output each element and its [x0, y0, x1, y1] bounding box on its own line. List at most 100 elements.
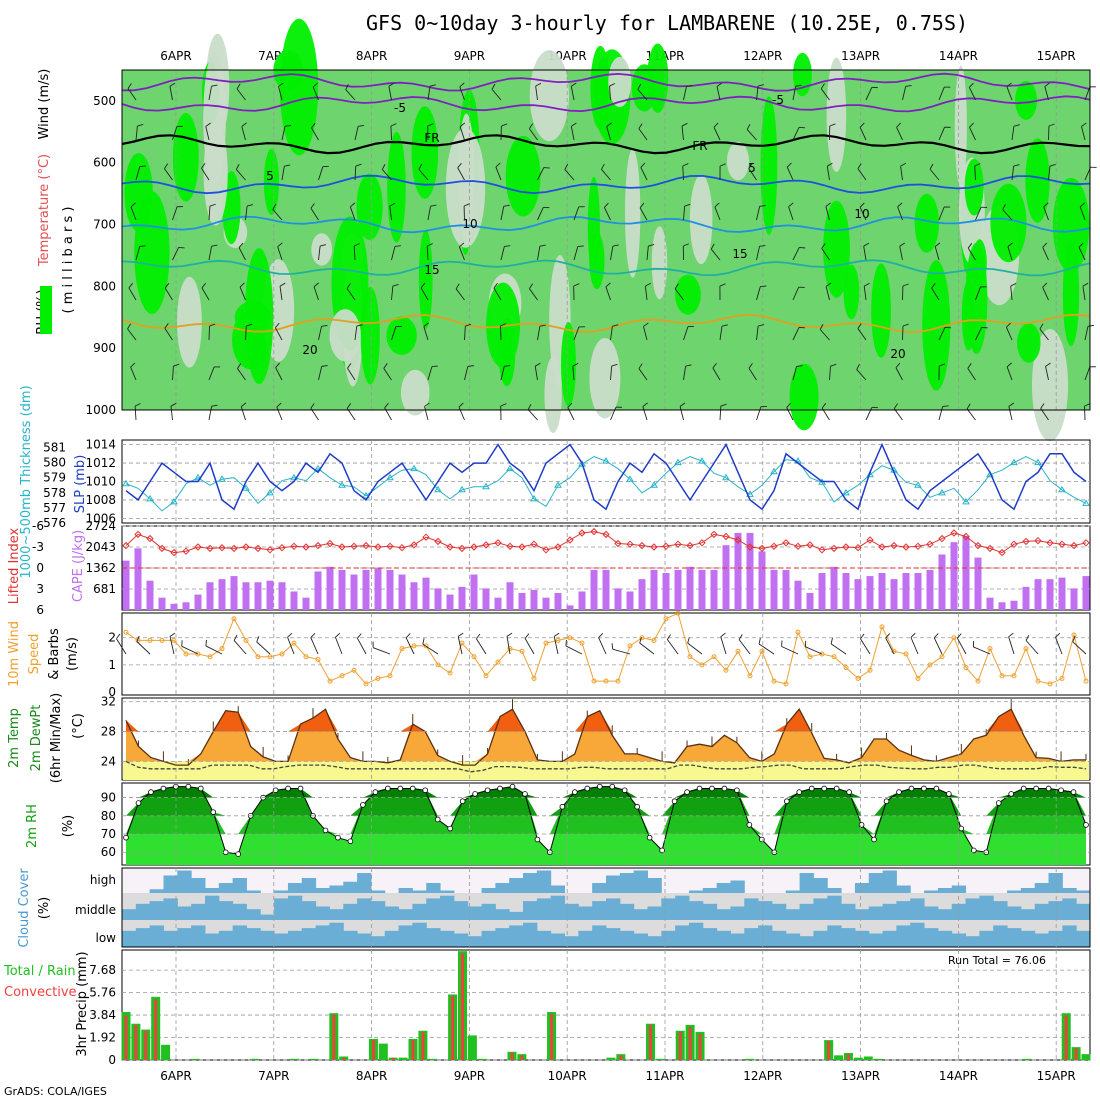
cloud-cover-bar: [357, 898, 372, 920]
wind-barb-flag: [939, 363, 945, 367]
wind-barb: [938, 86, 945, 101]
wind-barb-flag: [137, 124, 144, 127]
thickness-marker: [146, 494, 154, 502]
lifted-index-marker: [122, 541, 130, 550]
pressure-tick-label: 800: [93, 279, 116, 293]
cloud-cover-bar: [882, 870, 897, 893]
cape-bar: [506, 582, 514, 610]
wind-barb-flag: [819, 323, 824, 330]
wind-barb-flag: [611, 643, 614, 650]
wind-barb: [748, 367, 757, 381]
wind-barb-flag: [539, 244, 546, 247]
cloud-cover-bar: [357, 873, 372, 893]
wind-barb-flag: [572, 362, 579, 367]
wind-speed-marker: [879, 624, 885, 630]
lifted-index-marker: [770, 542, 778, 551]
wind-speed-marker: [435, 662, 441, 668]
wind-barb: [201, 167, 210, 181]
rh-marker: [484, 787, 491, 794]
wind-barb: [638, 368, 648, 381]
bottom-date-label: 6APR: [160, 1069, 191, 1083]
wind-speed-marker: [363, 681, 369, 687]
cloud-cover-bar: [1062, 925, 1077, 947]
wind-barb-flag: [1008, 402, 1015, 407]
temp-tick-label: 24: [101, 754, 116, 768]
rh-moist-patch: [843, 264, 860, 320]
wind-barb-flag: [1013, 124, 1020, 127]
rh-marker: [1008, 791, 1014, 797]
precip-convective-bar: [411, 1040, 415, 1060]
cloud-cover-bar: [426, 928, 441, 947]
wind-barb-flag: [274, 322, 280, 328]
rh-marker: [347, 838, 354, 845]
wind-barb: [423, 326, 429, 341]
wind-barb: [1079, 206, 1086, 221]
lifted-index-marker: [254, 544, 262, 553]
wind-barb: [748, 168, 757, 181]
wind-barb-flag: [420, 282, 426, 289]
wind-barb-flag: [605, 282, 611, 288]
lifted-index-marker: [578, 529, 586, 537]
wind-barb: [134, 405, 137, 421]
bottom-date-label: 14APR: [939, 1069, 978, 1083]
rh-moist-patch: [1015, 80, 1038, 120]
wind-barb: [825, 286, 830, 301]
precip-tick-label: 0: [108, 1053, 116, 1067]
cloud-cover-bar: [882, 930, 897, 947]
cloud-cover-bar: [854, 930, 870, 947]
cape-bar: [314, 571, 322, 610]
wind-barb: [1048, 166, 1051, 181]
thickness-tick-label: 577: [43, 501, 66, 515]
thickness-marker: [914, 481, 922, 488]
wind-barb: [424, 406, 429, 421]
precip-tick-label: 3.84: [89, 1008, 116, 1022]
thickness-marker: [338, 481, 346, 488]
wind-barb: [756, 246, 760, 261]
cloud-cover-bar: [841, 903, 856, 920]
wind-speed-marker: [603, 678, 609, 684]
rh-moist-patch: [411, 106, 439, 199]
wind-barb: [381, 169, 392, 181]
wind-speed-marker: [819, 651, 825, 657]
wind-barb: [895, 367, 903, 381]
wind-speed-marker: [507, 646, 513, 652]
lifted-index-marker: [650, 543, 658, 551]
cloud-cover-bar: [910, 922, 925, 947]
lifted-index-marker: [1022, 537, 1030, 546]
wind-barb: [272, 209, 283, 221]
precip-total-bar: [289, 1058, 299, 1060]
wind-barb-flag: [345, 84, 349, 90]
wind-barb-flag: [820, 83, 825, 89]
cloud-cover-bar: [191, 903, 206, 920]
wind-barb: [792, 127, 800, 141]
wind-barb: [681, 126, 684, 141]
lifted-index-marker: [710, 530, 718, 539]
lifted-index-marker: [866, 536, 874, 544]
wind-barb-flag: [681, 122, 688, 127]
cloud-cover-bar: [301, 878, 317, 893]
wind-barb-flag: [427, 243, 433, 247]
wind-barb: [135, 166, 141, 181]
lifted-index-marker: [1082, 539, 1090, 547]
cloud-cover-bar: [564, 903, 579, 920]
temperature-contour: [121, 313, 1091, 334]
wind-barb: [865, 87, 873, 101]
wind-tick-label: 2: [108, 631, 116, 645]
rh-moist-patch: [823, 200, 850, 298]
temperature-contour: [121, 259, 1091, 277]
rh-marker: [210, 809, 217, 815]
cape-bar: [674, 569, 682, 610]
wind-barb-flag: [573, 283, 580, 287]
pressure-tick-label: 700: [93, 218, 116, 232]
wind-barb: [426, 245, 429, 261]
wind-barb-flag: [864, 282, 870, 287]
rh-marker: [1058, 787, 1064, 794]
slp-tick-label: 1010: [85, 475, 116, 489]
wind-barb-flag: [543, 167, 550, 169]
wind-speed-marker: [183, 651, 189, 657]
wind-barb: [820, 88, 830, 101]
cloud-cover-bar: [481, 903, 496, 920]
wind-barb-flag: [1049, 164, 1056, 167]
cloud-cover-bar: [509, 911, 524, 920]
cloud-cover-bar: [1048, 873, 1063, 893]
